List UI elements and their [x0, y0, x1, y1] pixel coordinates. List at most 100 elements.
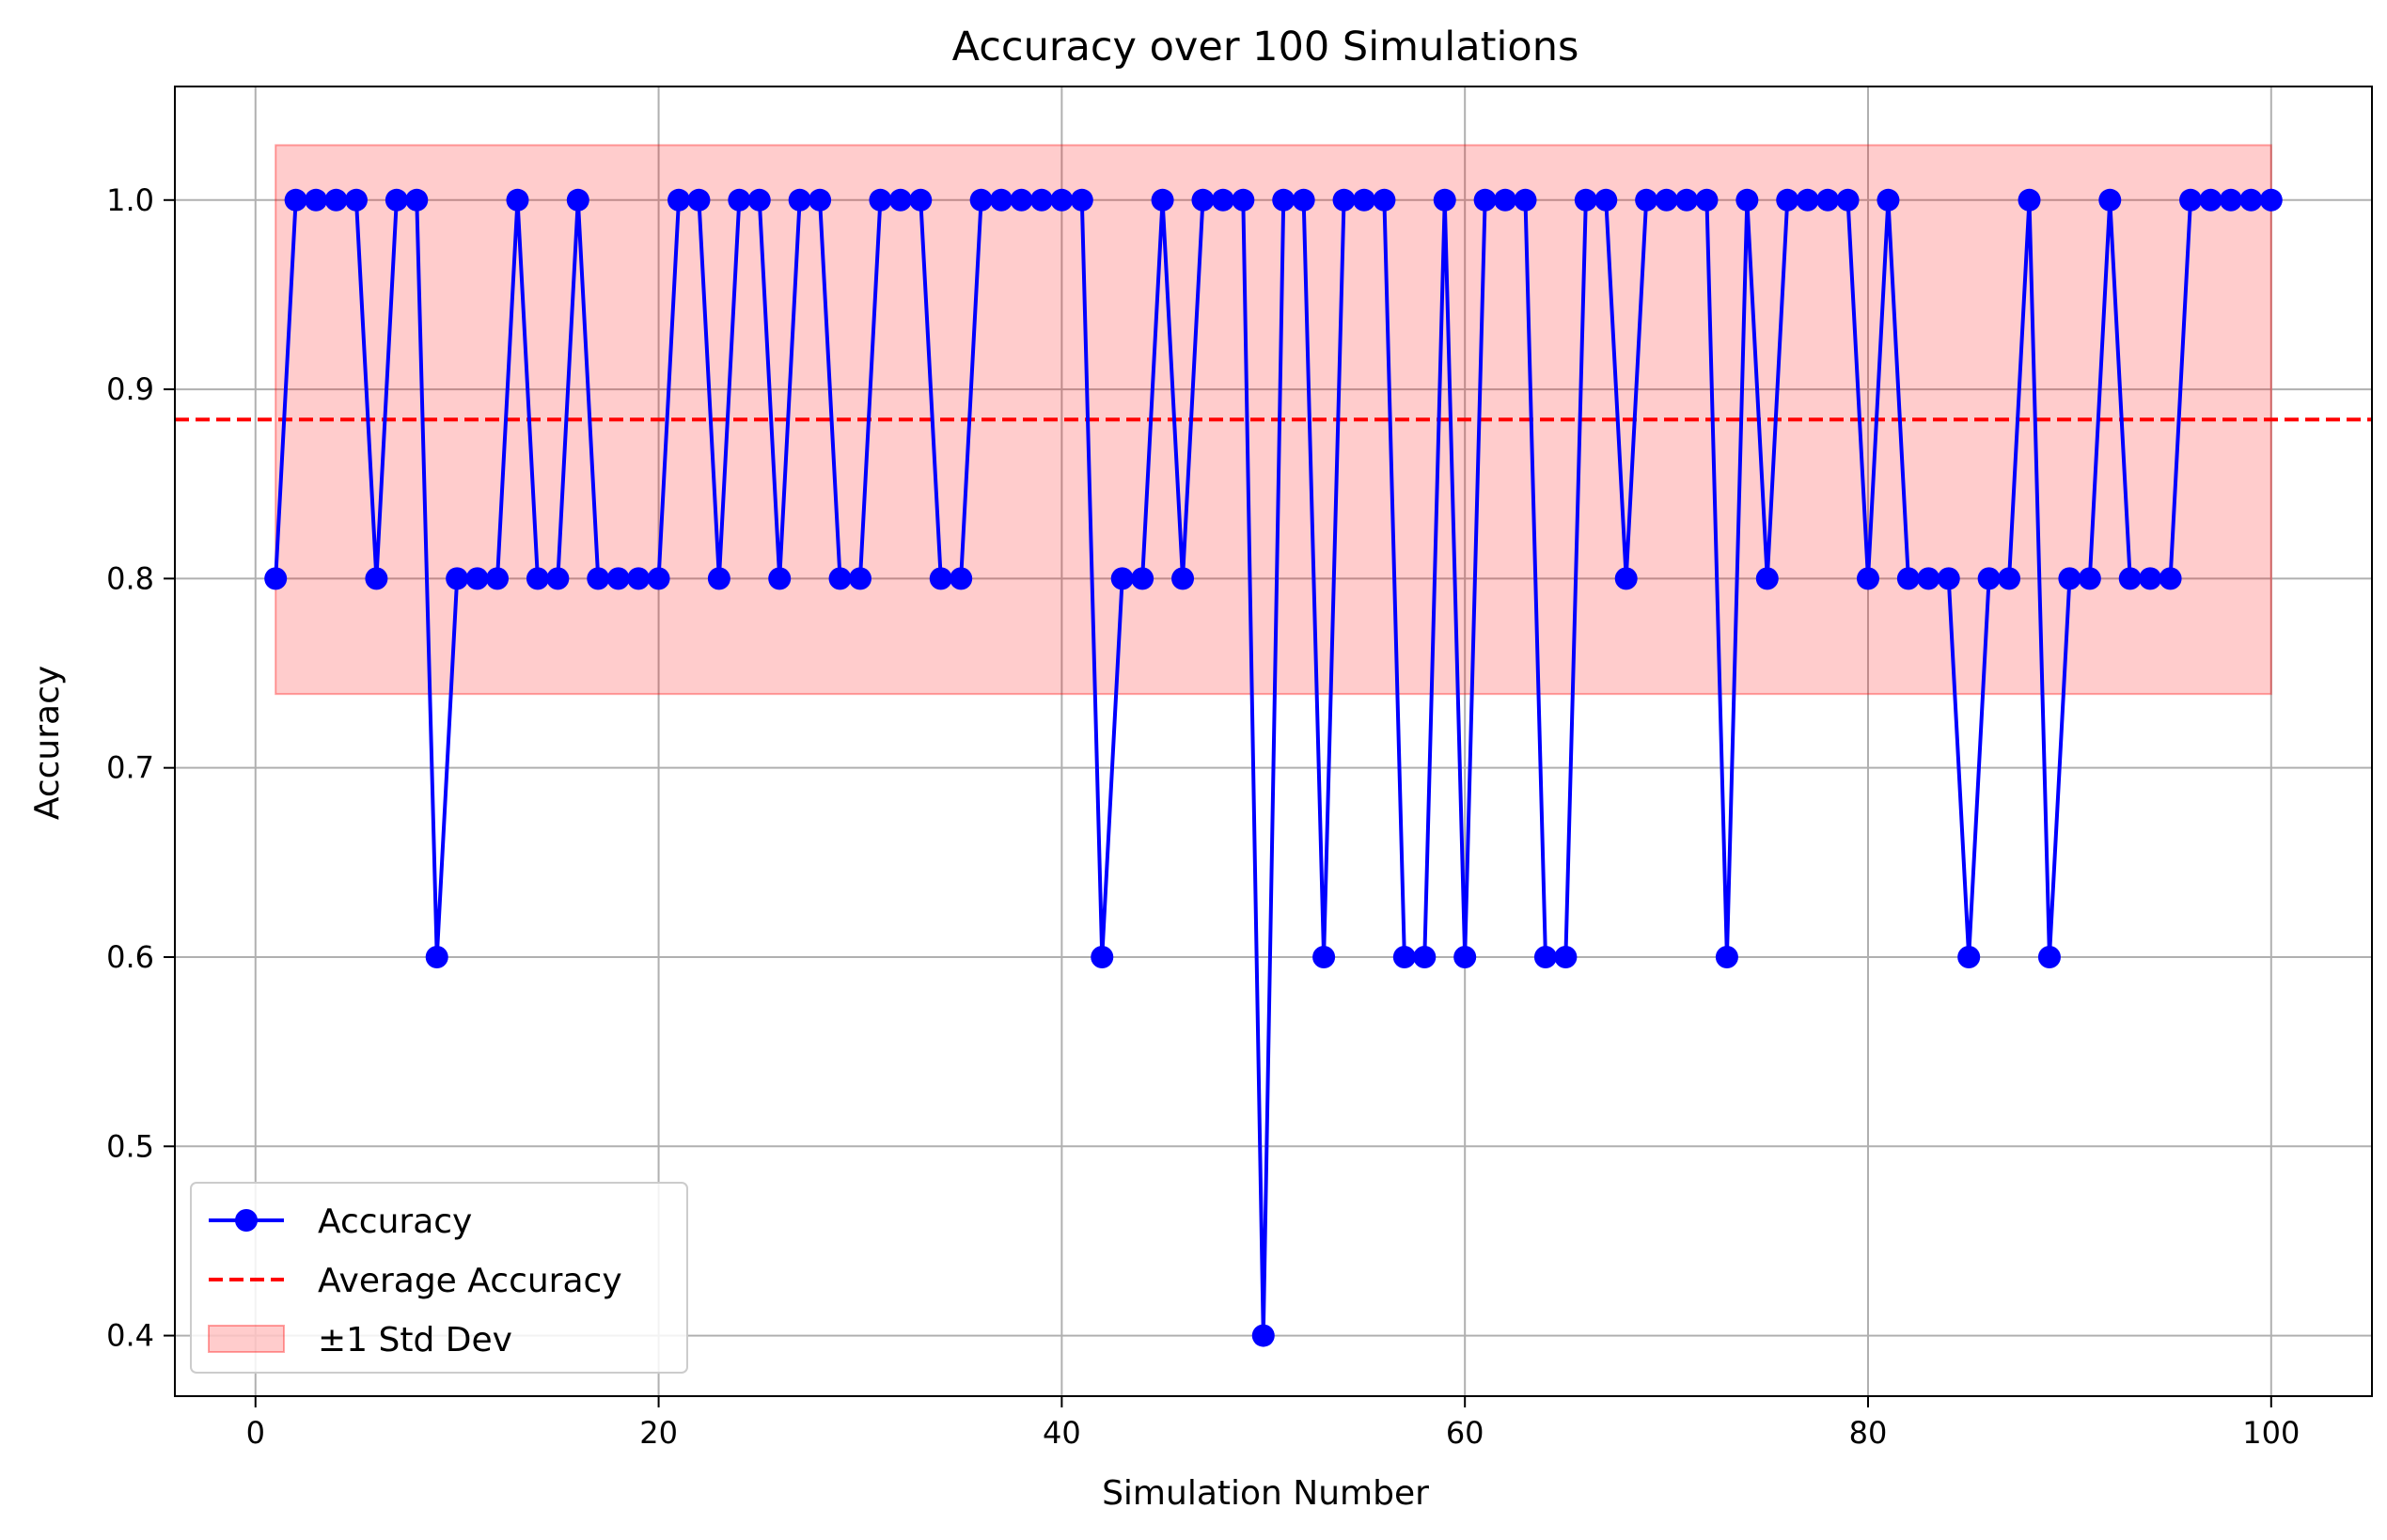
- accuracy-point: [788, 188, 811, 212]
- legend-std-dev-swatch: [208, 1325, 285, 1353]
- y-tick-label: 1.0: [106, 182, 154, 218]
- accuracy-point: [264, 567, 288, 590]
- accuracy-point: [647, 567, 670, 590]
- legend-label: Accuracy: [318, 1202, 472, 1241]
- legend-box: [190, 1182, 688, 1374]
- accuracy-point: [1977, 567, 2001, 590]
- x-tick-label: 100: [2242, 1415, 2300, 1451]
- accuracy-point: [506, 188, 529, 212]
- accuracy-point: [2118, 567, 2142, 590]
- accuracy-point: [2078, 567, 2101, 590]
- y-tick-label: 0.8: [106, 560, 154, 596]
- accuracy-point: [1917, 567, 1940, 590]
- accuracy-point: [828, 567, 852, 590]
- accuracy-point: [526, 567, 549, 590]
- accuracy-point: [1373, 188, 1396, 212]
- accuracy-point: [587, 567, 610, 590]
- accuracy-point: [446, 567, 469, 590]
- accuracy-point: [1836, 188, 1860, 212]
- x-tick-label: 0: [246, 1415, 265, 1451]
- accuracy-point: [747, 188, 771, 212]
- accuracy-point: [1635, 188, 1658, 212]
- accuracy-point: [1957, 945, 1981, 968]
- accuracy-point: [1110, 567, 1134, 590]
- accuracy-point: [1312, 945, 1336, 968]
- accuracy-point: [465, 567, 489, 590]
- x-tick-label: 20: [639, 1415, 678, 1451]
- accuracy-point: [1574, 188, 1597, 212]
- accuracy-point: [1292, 188, 1315, 212]
- accuracy-point: [2259, 188, 2283, 212]
- accuracy-point: [324, 188, 348, 212]
- accuracy-point: [2179, 188, 2203, 212]
- accuracy-point: [687, 188, 711, 212]
- accuracy-point: [848, 567, 872, 590]
- accuracy-point: [990, 188, 1013, 212]
- accuracy-point: [385, 188, 408, 212]
- accuracy-point: [2199, 188, 2222, 212]
- chart-title: Accuracy over 100 Simulations: [952, 24, 1579, 71]
- accuracy-point: [1514, 188, 1537, 212]
- y-tick-label: 0.9: [106, 371, 154, 407]
- x-tick-label: 60: [1446, 1415, 1484, 1451]
- accuracy-point: [1494, 188, 1517, 212]
- accuracy-point: [1211, 188, 1234, 212]
- y-tick-label: 0.6: [106, 939, 154, 975]
- accuracy-point: [2018, 188, 2041, 212]
- accuracy-point: [2159, 567, 2182, 590]
- y-tick-label: 0.5: [106, 1128, 154, 1164]
- x-tick-label: 80: [1849, 1415, 1888, 1451]
- accuracy-point: [929, 567, 952, 590]
- accuracy-point: [1352, 188, 1375, 212]
- accuracy-point: [1735, 188, 1759, 212]
- accuracy-point: [486, 567, 510, 590]
- accuracy-point: [809, 188, 832, 212]
- y-axis-ticks: 0.4 0.5 0.6 0.7 0.8 0.9 1.0: [106, 182, 175, 1354]
- accuracy-point: [1554, 945, 1578, 968]
- accuracy-point: [1715, 945, 1738, 968]
- accuracy-point: [1332, 188, 1356, 212]
- accuracy-point: [969, 188, 993, 212]
- accuracy-point: [1877, 188, 1900, 212]
- accuracy-point: [1070, 188, 1093, 212]
- accuracy-point: [2139, 567, 2162, 590]
- y-axis-title: Accuracy: [28, 666, 67, 820]
- accuracy-point: [1675, 188, 1699, 212]
- accuracy-point: [950, 567, 973, 590]
- accuracy-point: [344, 188, 368, 212]
- accuracy-point: [1191, 188, 1215, 212]
- accuracy-point: [2037, 945, 2061, 968]
- accuracy-point: [1614, 567, 1638, 590]
- accuracy-point: [1533, 945, 1557, 968]
- accuracy-point: [627, 567, 651, 590]
- accuracy-point: [1010, 188, 1033, 212]
- accuracy-point: [1695, 188, 1719, 212]
- x-axis-title: Simulation Number: [1102, 1474, 1429, 1513]
- accuracy-point: [1655, 188, 1678, 212]
- accuracy-point: [768, 567, 792, 590]
- accuracy-point: [1131, 567, 1154, 590]
- accuracy-point: [1029, 188, 1053, 212]
- accuracy-point: [1796, 188, 1819, 212]
- x-axis-ticks: 0 20 40 60 80 100: [246, 1396, 2300, 1451]
- accuracy-point: [1392, 945, 1416, 968]
- accuracy-point: [1594, 188, 1618, 212]
- accuracy-point: [1171, 567, 1195, 590]
- accuracy-point: [1453, 945, 1477, 968]
- accuracy-series-layer: [264, 188, 2283, 1347]
- plot-area-frame: [174, 86, 2373, 1397]
- accuracy-point: [566, 188, 589, 212]
- accuracy-point: [1896, 567, 1920, 590]
- accuracy-point: [284, 188, 307, 212]
- accuracy-point: [546, 567, 570, 590]
- accuracy-point: [1433, 188, 1456, 212]
- accuracy-point: [2098, 188, 2122, 212]
- accuracy-point: [2058, 567, 2081, 590]
- accuracy-point: [1473, 188, 1497, 212]
- accuracy-point: [1816, 188, 1840, 212]
- accuracy-point: [1050, 188, 1074, 212]
- legend-accuracy-swatch-marker: [235, 1209, 258, 1232]
- accuracy-point: [728, 188, 751, 212]
- legend: Accuracy Average Accuracy ±1 Std Dev: [190, 1182, 688, 1374]
